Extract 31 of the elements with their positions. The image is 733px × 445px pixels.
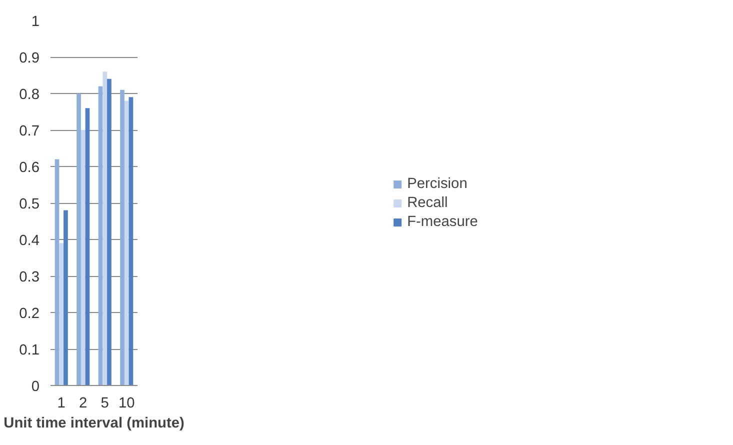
- x-tick-label: 5: [100, 396, 109, 412]
- y-tick-label: 0: [31, 379, 40, 395]
- y-tick-label: 0.4: [19, 233, 40, 249]
- bar: [76, 94, 81, 386]
- x-axis-title: Unit time interval (minute): [4, 416, 185, 432]
- y-tick-label: 0.7: [19, 124, 40, 140]
- bar: [128, 97, 134, 386]
- bar: [64, 210, 68, 386]
- bar: [107, 78, 112, 386]
- legend-label: Recall: [407, 194, 448, 210]
- bar: [85, 108, 90, 386]
- y-tick-label: 0.3: [19, 270, 40, 286]
- legend-label: F-measure: [407, 214, 478, 230]
- bar: [124, 100, 129, 386]
- y-tick-label: 0.2: [19, 306, 40, 322]
- legend-label: Percision: [407, 176, 468, 192]
- x-tick-label: 1: [57, 396, 66, 412]
- y-tick-label: 0.1: [19, 342, 40, 358]
- y-tick-label: 0.5: [19, 196, 40, 212]
- bar: [102, 72, 108, 386]
- bar: [54, 159, 60, 386]
- bar: [80, 130, 86, 386]
- x-tick-label: 2: [79, 396, 88, 412]
- x-tick-label: 10: [118, 396, 135, 412]
- bar: [120, 90, 124, 386]
- y-tick-label: 0.9: [19, 50, 40, 66]
- y-tick-label: 0.6: [19, 160, 40, 176]
- bar: [59, 243, 64, 386]
- bar: [98, 86, 103, 386]
- y-tick-label: 0.8: [19, 87, 40, 103]
- y-tick-label: 1: [31, 14, 40, 30]
